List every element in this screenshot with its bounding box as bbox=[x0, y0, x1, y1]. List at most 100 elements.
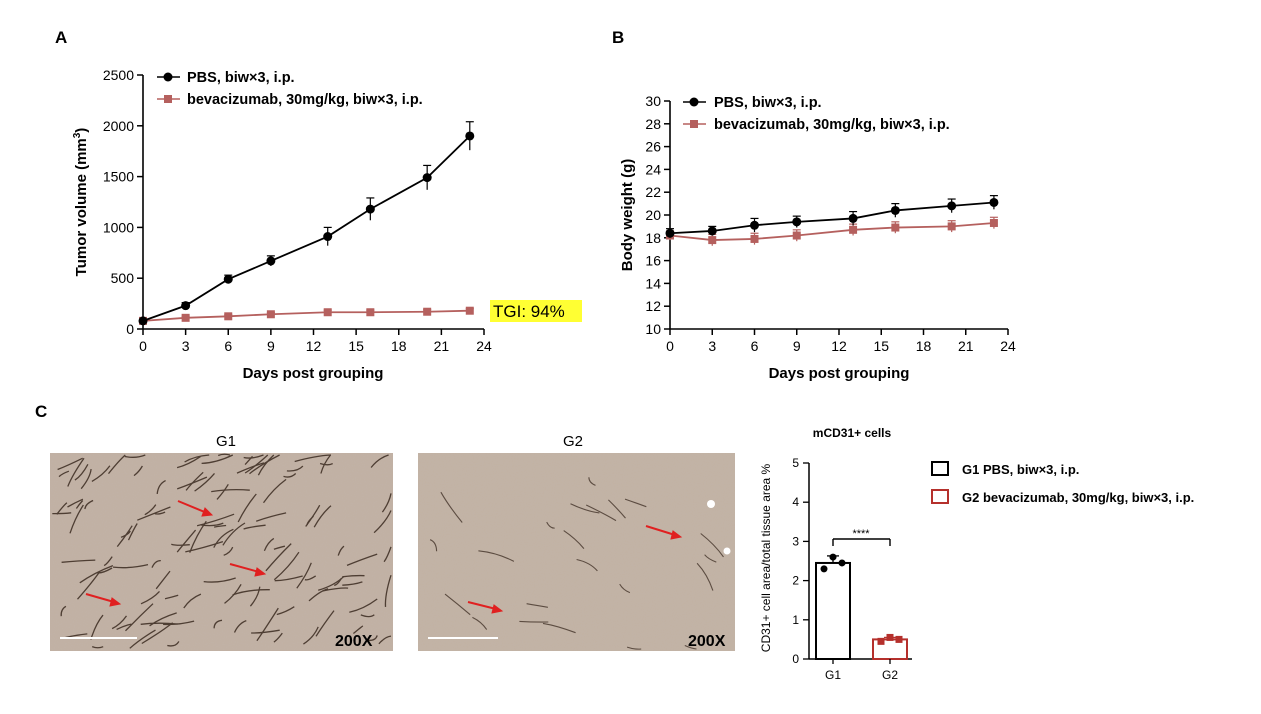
data-point bbox=[792, 217, 802, 227]
vessel bbox=[273, 545, 286, 550]
vessel bbox=[265, 543, 292, 572]
vessel bbox=[576, 558, 598, 572]
x-tick-label: 12 bbox=[306, 338, 322, 354]
x-tick-label: 12 bbox=[831, 338, 847, 354]
y-tick-label: 2000 bbox=[103, 118, 134, 134]
image-title-g1: G1 bbox=[216, 433, 236, 450]
vessel bbox=[58, 470, 70, 478]
x-tick-label: 15 bbox=[348, 338, 364, 354]
vessel bbox=[176, 529, 197, 553]
vessel bbox=[60, 605, 67, 617]
vessel bbox=[318, 575, 345, 591]
vessel bbox=[156, 480, 166, 494]
vessel bbox=[294, 454, 332, 463]
vessel bbox=[519, 620, 549, 623]
vessel bbox=[211, 488, 250, 493]
vessel bbox=[700, 533, 724, 558]
vessel bbox=[217, 453, 231, 457]
data-point bbox=[707, 226, 717, 236]
vessel bbox=[203, 577, 236, 583]
data-point bbox=[366, 308, 375, 317]
x-tick-label: 0 bbox=[139, 338, 147, 354]
y-tick-label: 12 bbox=[645, 298, 661, 314]
image-texture bbox=[418, 453, 735, 651]
vessel bbox=[251, 629, 280, 634]
vessel bbox=[243, 524, 266, 530]
vessel bbox=[163, 620, 195, 626]
data-point bbox=[989, 197, 999, 207]
x-tick-label: 6 bbox=[224, 338, 232, 354]
data-point bbox=[365, 204, 375, 214]
significance-stars: **** bbox=[852, 528, 870, 540]
x-tick-label: 0 bbox=[666, 338, 674, 354]
data-point bbox=[947, 222, 956, 231]
vessel bbox=[243, 454, 264, 459]
vessel bbox=[349, 598, 378, 613]
data-point bbox=[323, 308, 332, 317]
vessel bbox=[155, 570, 171, 590]
series-pbs bbox=[665, 195, 999, 238]
vessel bbox=[216, 483, 229, 500]
vessel bbox=[189, 520, 207, 553]
vessel bbox=[588, 477, 596, 486]
legend-marker-bevacizumab bbox=[690, 120, 698, 128]
y-tick-label: 14 bbox=[645, 275, 661, 291]
y-tick-label: 16 bbox=[645, 253, 661, 269]
vessel bbox=[91, 465, 111, 482]
vessel bbox=[79, 564, 114, 584]
vessel bbox=[273, 551, 300, 581]
data-point bbox=[465, 306, 474, 315]
vessel bbox=[585, 504, 617, 522]
y-tick-label: 30 bbox=[645, 93, 661, 109]
data-point bbox=[708, 236, 717, 245]
tumor-volume-chart: 0 500 1000 1500 2000 2500 0 3 6 9 12 15 18 21 24 Days… bbox=[72, 67, 582, 382]
vessel bbox=[167, 641, 180, 647]
image-tint bbox=[418, 453, 735, 651]
vessel bbox=[704, 554, 717, 563]
vessel bbox=[542, 622, 576, 634]
vessel bbox=[224, 583, 242, 604]
y-tick-label: 18 bbox=[645, 230, 661, 246]
x-tick-label: 24 bbox=[476, 338, 492, 354]
y-tick-label: 1000 bbox=[103, 219, 134, 235]
vessel bbox=[57, 457, 83, 471]
chart-title: mCD31+ cells bbox=[813, 426, 892, 440]
y-tick-label: 2 bbox=[792, 574, 799, 588]
vessel bbox=[129, 629, 156, 649]
data-point bbox=[224, 312, 233, 321]
vessel bbox=[116, 623, 132, 630]
vessel bbox=[233, 619, 247, 633]
vessel bbox=[342, 574, 365, 578]
vessel bbox=[249, 586, 261, 607]
vessel bbox=[429, 539, 438, 552]
vessel bbox=[472, 616, 488, 630]
vessel bbox=[213, 528, 234, 548]
series-line bbox=[669, 201, 994, 235]
legend-swatch-g1 bbox=[931, 461, 949, 476]
red-arrows bbox=[85, 500, 267, 607]
data-point bbox=[750, 220, 759, 230]
x-axis-title: Days post grouping bbox=[243, 365, 384, 382]
series-line bbox=[142, 135, 471, 322]
x-tick-label: G2 bbox=[882, 668, 898, 682]
tgi-annotation-bg bbox=[490, 300, 582, 322]
y-tick-label: 3 bbox=[792, 534, 799, 548]
data-point bbox=[792, 231, 801, 240]
vessel bbox=[249, 454, 280, 475]
vessel bbox=[563, 530, 585, 549]
vessel bbox=[444, 593, 471, 616]
x-tick-label: 3 bbox=[708, 338, 716, 354]
vessel bbox=[237, 493, 257, 523]
legend-marker-bevacizumab bbox=[164, 95, 172, 103]
vessel bbox=[296, 562, 312, 589]
image-tint bbox=[50, 453, 393, 651]
data-point bbox=[181, 313, 190, 322]
vessel bbox=[74, 463, 89, 481]
data-point bbox=[266, 256, 276, 266]
y-tick-label: 0 bbox=[792, 652, 799, 666]
data-point bbox=[223, 274, 233, 284]
vessel bbox=[262, 478, 287, 504]
vessel bbox=[315, 610, 335, 637]
vessel bbox=[478, 550, 515, 562]
